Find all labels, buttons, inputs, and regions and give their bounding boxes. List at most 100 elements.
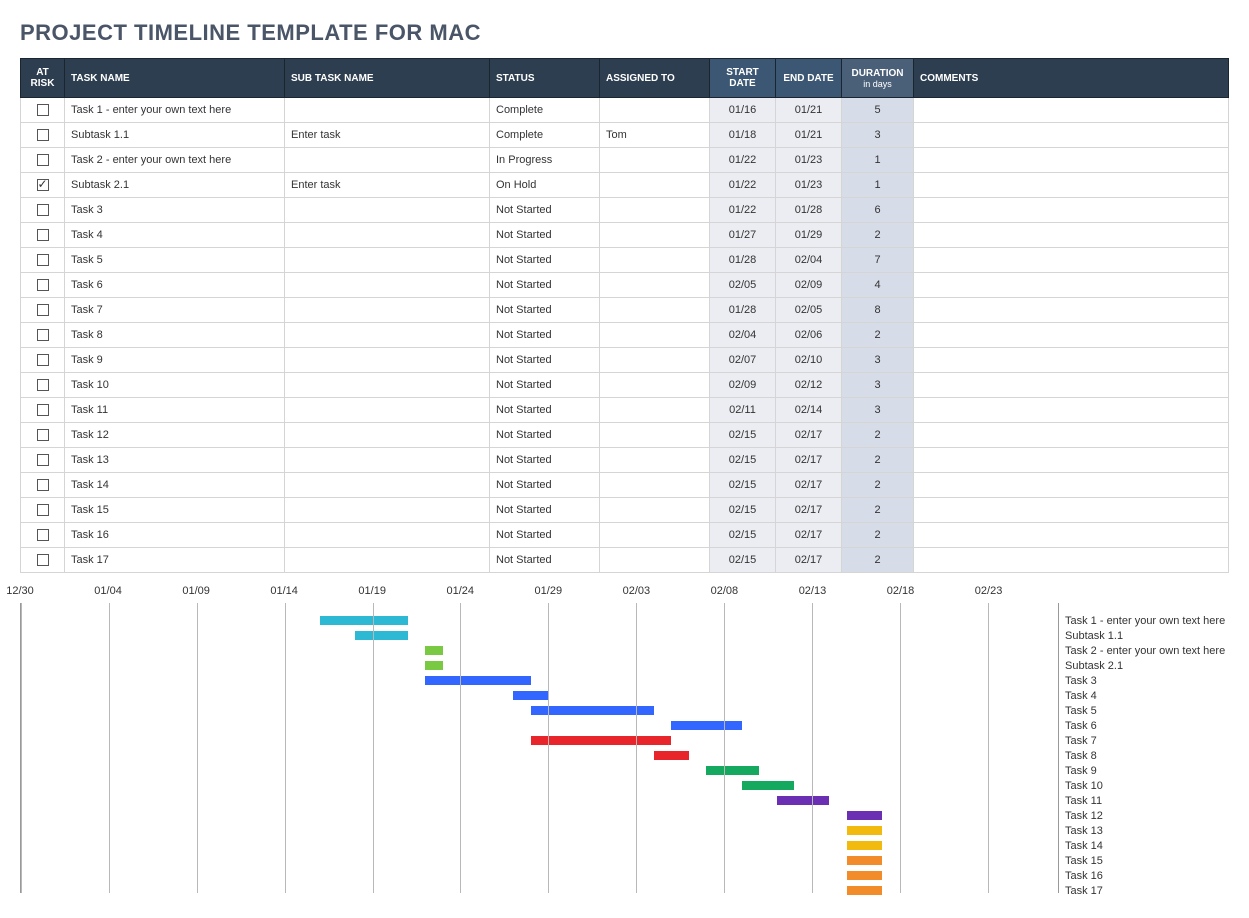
assigned-cell[interactable] [600,373,710,398]
start-date-cell[interactable]: 02/15 [710,473,776,498]
status-cell[interactable]: Not Started [490,448,600,473]
end-date-cell[interactable]: 01/21 [776,123,842,148]
task-name-cell[interactable]: Task 4 [65,223,285,248]
start-date-cell[interactable]: 01/16 [710,98,776,123]
status-cell[interactable]: On Hold [490,173,600,198]
start-date-cell[interactable]: 02/15 [710,423,776,448]
status-cell[interactable]: Not Started [490,473,600,498]
status-cell[interactable]: Not Started [490,198,600,223]
comments-cell[interactable] [914,98,1229,123]
assigned-cell[interactable] [600,398,710,423]
comments-cell[interactable] [914,498,1229,523]
status-cell[interactable]: In Progress [490,148,600,173]
assigned-cell[interactable] [600,448,710,473]
gantt-bar[interactable] [425,646,443,655]
comments-cell[interactable] [914,398,1229,423]
task-name-cell[interactable]: Task 13 [65,448,285,473]
at-risk-checkbox[interactable] [37,504,49,516]
gantt-bar[interactable] [847,886,882,895]
gantt-bar[interactable] [847,841,882,850]
gantt-bar[interactable] [706,766,759,775]
end-date-cell[interactable]: 02/14 [776,398,842,423]
task-name-cell[interactable]: Task 5 [65,248,285,273]
sub-task-cell[interactable] [285,98,490,123]
status-cell[interactable]: Not Started [490,548,600,573]
sub-task-cell[interactable] [285,223,490,248]
status-cell[interactable]: Not Started [490,523,600,548]
gantt-bar[interactable] [355,631,408,640]
at-risk-checkbox[interactable] [37,554,49,566]
task-name-cell[interactable]: Task 8 [65,323,285,348]
start-date-cell[interactable]: 01/27 [710,223,776,248]
task-name-cell[interactable]: Task 10 [65,373,285,398]
task-name-cell[interactable]: Subtask 2.1 [65,173,285,198]
gantt-bar[interactable] [671,721,741,730]
at-risk-checkbox[interactable] [37,379,49,391]
at-risk-checkbox[interactable] [37,279,49,291]
end-date-cell[interactable]: 01/23 [776,173,842,198]
start-date-cell[interactable]: 02/11 [710,398,776,423]
start-date-cell[interactable]: 02/04 [710,323,776,348]
start-date-cell[interactable]: 01/22 [710,198,776,223]
end-date-cell[interactable]: 02/17 [776,498,842,523]
end-date-cell[interactable]: 01/29 [776,223,842,248]
at-risk-checkbox[interactable] [37,429,49,441]
start-date-cell[interactable]: 01/22 [710,173,776,198]
gantt-bar[interactable] [847,811,882,820]
assigned-cell[interactable] [600,323,710,348]
sub-task-cell[interactable] [285,498,490,523]
sub-task-cell[interactable] [285,523,490,548]
status-cell[interactable]: Not Started [490,323,600,348]
gantt-bar[interactable] [425,661,443,670]
at-risk-checkbox[interactable] [37,404,49,416]
gantt-bar[interactable] [425,676,530,685]
status-cell[interactable]: Not Started [490,398,600,423]
at-risk-checkbox[interactable] [37,354,49,366]
at-risk-checkbox[interactable] [37,229,49,241]
at-risk-checkbox[interactable] [37,529,49,541]
comments-cell[interactable] [914,223,1229,248]
start-date-cell[interactable]: 02/15 [710,548,776,573]
assigned-cell[interactable] [600,223,710,248]
assigned-cell[interactable] [600,498,710,523]
sub-task-cell[interactable] [285,398,490,423]
at-risk-checkbox[interactable] [37,304,49,316]
start-date-cell[interactable]: 01/22 [710,148,776,173]
status-cell[interactable]: Not Started [490,248,600,273]
task-name-cell[interactable]: Task 1 - enter your own text here [65,98,285,123]
gantt-bar[interactable] [531,736,672,745]
status-cell[interactable]: Not Started [490,498,600,523]
assigned-cell[interactable] [600,198,710,223]
gantt-bar[interactable] [654,751,689,760]
gantt-bar[interactable] [742,781,795,790]
at-risk-checkbox[interactable] [37,204,49,216]
end-date-cell[interactable]: 02/05 [776,298,842,323]
task-name-cell[interactable]: Task 12 [65,423,285,448]
sub-task-cell[interactable] [285,323,490,348]
assigned-cell[interactable] [600,173,710,198]
gantt-bar[interactable] [777,796,830,805]
sub-task-cell[interactable] [285,273,490,298]
comments-cell[interactable] [914,423,1229,448]
end-date-cell[interactable]: 02/17 [776,548,842,573]
status-cell[interactable]: Not Started [490,373,600,398]
end-date-cell[interactable]: 02/12 [776,373,842,398]
start-date-cell[interactable]: 02/09 [710,373,776,398]
comments-cell[interactable] [914,198,1229,223]
at-risk-checkbox[interactable] [37,104,49,116]
at-risk-checkbox[interactable] [37,129,49,141]
start-date-cell[interactable]: 02/15 [710,448,776,473]
sub-task-cell[interactable]: Enter task [285,123,490,148]
status-cell[interactable]: Not Started [490,223,600,248]
comments-cell[interactable] [914,273,1229,298]
start-date-cell[interactable]: 02/15 [710,523,776,548]
end-date-cell[interactable]: 02/17 [776,523,842,548]
end-date-cell[interactable]: 01/21 [776,98,842,123]
assigned-cell[interactable] [600,98,710,123]
comments-cell[interactable] [914,248,1229,273]
at-risk-checkbox[interactable] [37,454,49,466]
assigned-cell[interactable] [600,348,710,373]
assigned-cell[interactable] [600,148,710,173]
task-name-cell[interactable]: Task 6 [65,273,285,298]
end-date-cell[interactable]: 02/17 [776,448,842,473]
